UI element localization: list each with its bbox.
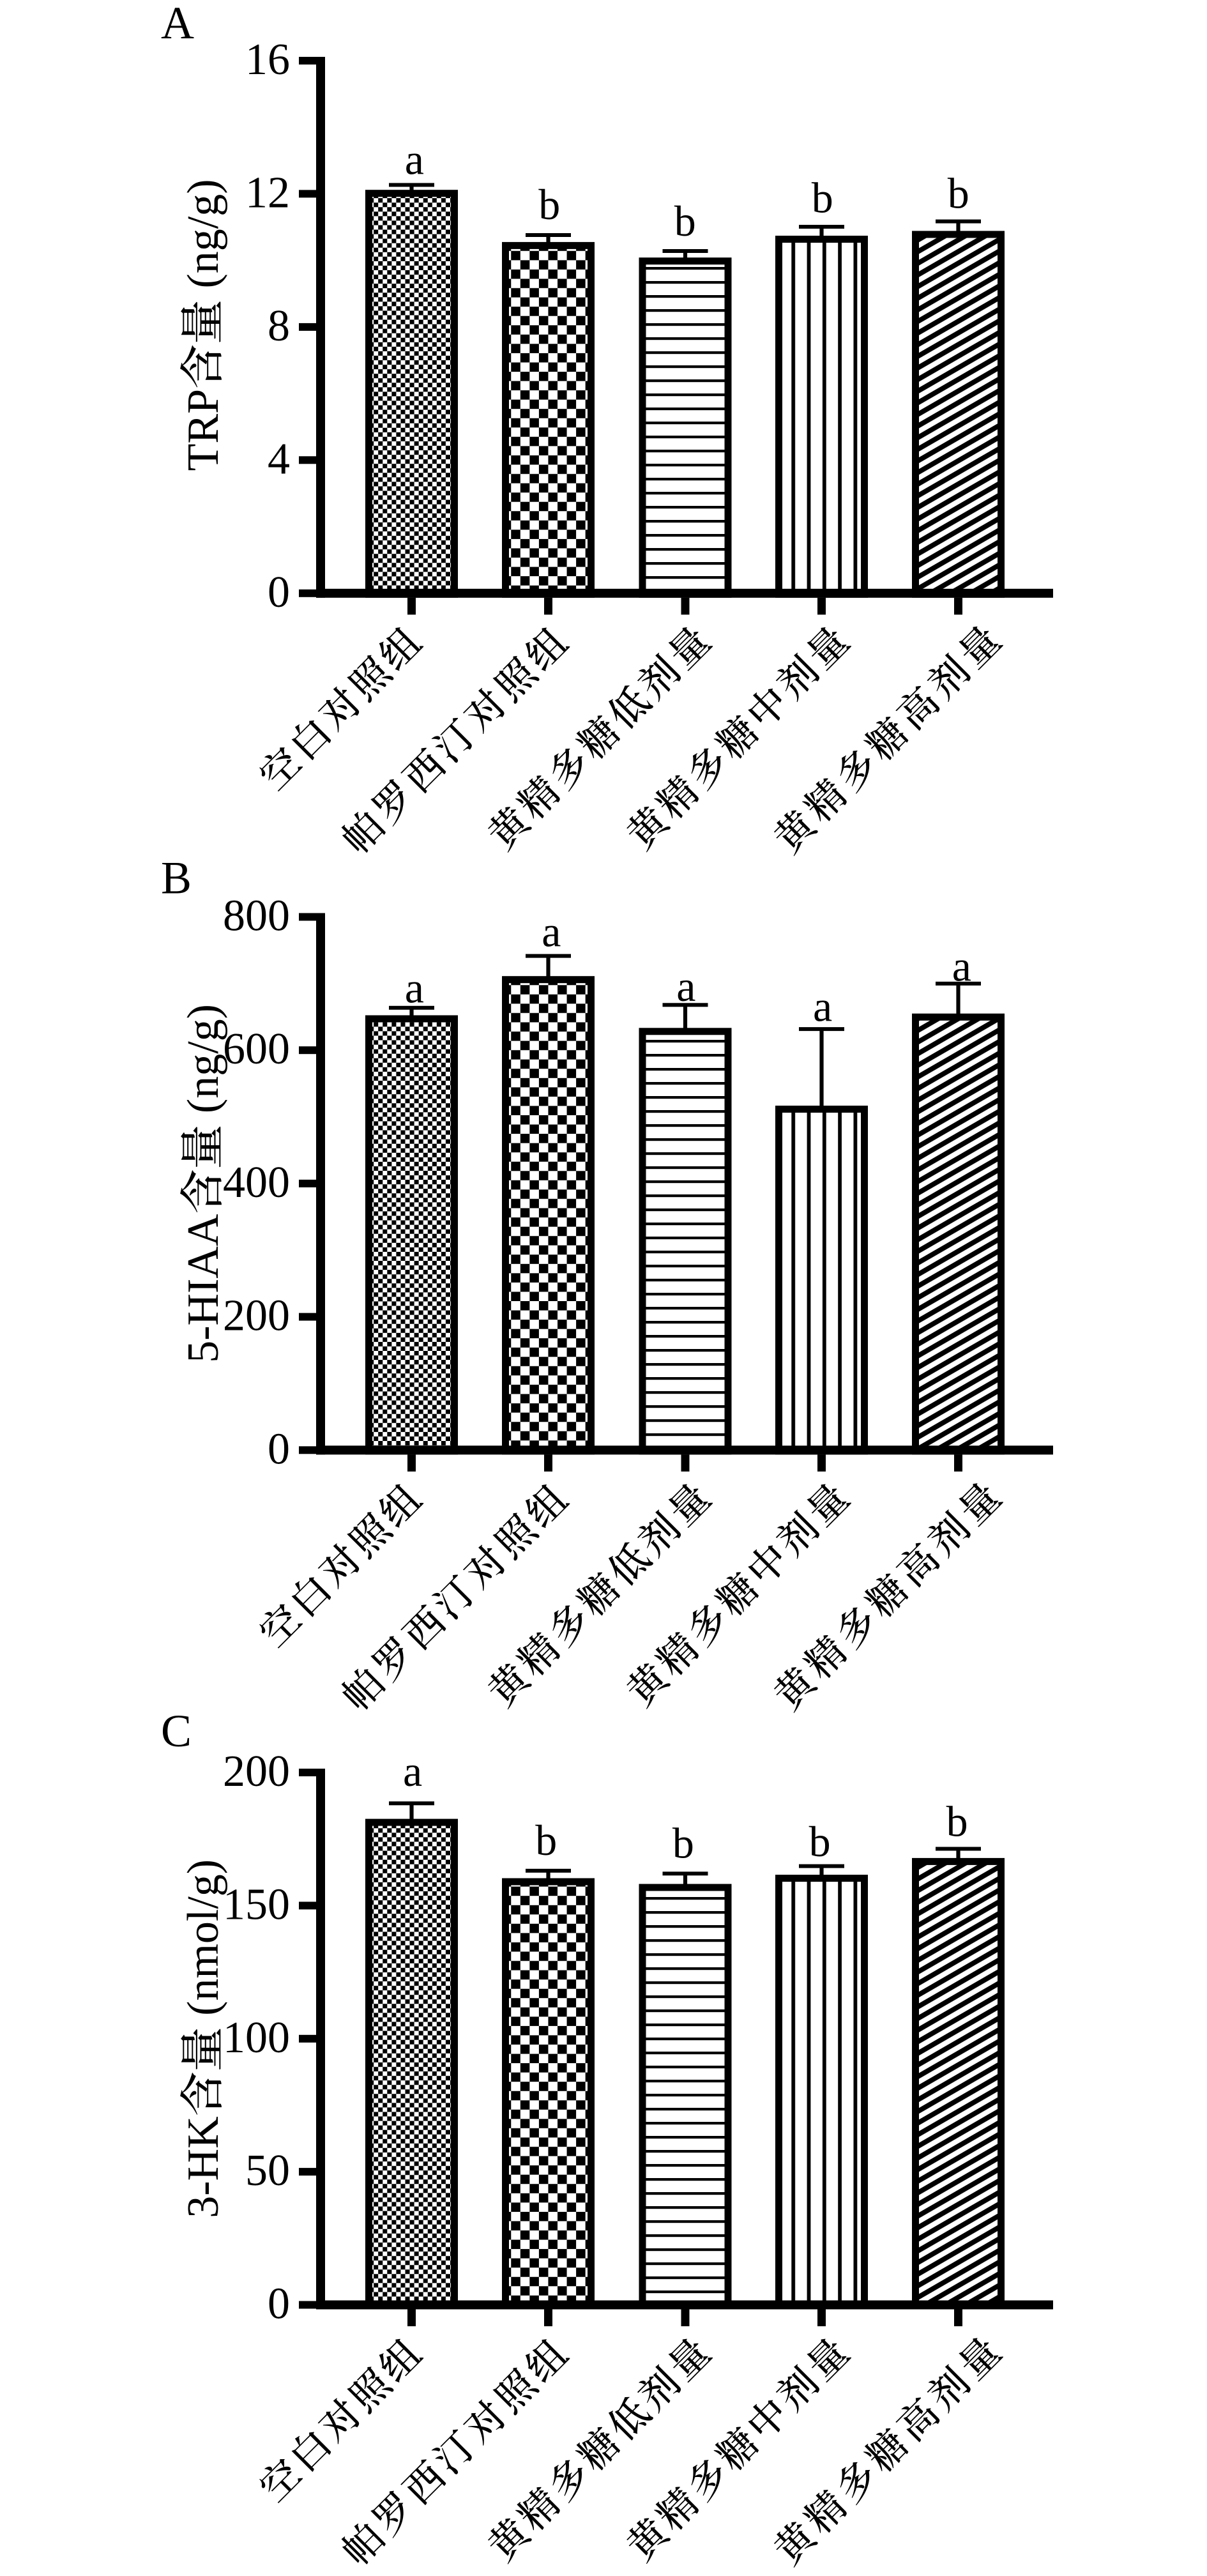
svg-text:b: b xyxy=(538,180,560,229)
svg-text:(nmol/g): (nmol/g) xyxy=(179,1859,228,2027)
svg-text:0: 0 xyxy=(268,2280,290,2329)
svg-text:a: a xyxy=(405,135,424,184)
svg-text:(ng/g): (ng/g) xyxy=(179,179,228,300)
svg-text:a: a xyxy=(405,964,424,1012)
svg-text:600: 600 xyxy=(223,1025,290,1074)
svg-text:12: 12 xyxy=(245,168,290,217)
svg-text:b: b xyxy=(946,1797,968,1846)
svg-text:TRP: TRP xyxy=(179,389,228,471)
svg-text:200: 200 xyxy=(223,1292,290,1341)
svg-text:a: a xyxy=(542,907,561,956)
svg-text:3-HK: 3-HK xyxy=(179,2116,228,2218)
svg-text:150: 150 xyxy=(223,1880,290,1929)
svg-text:0: 0 xyxy=(268,568,290,617)
svg-text:50: 50 xyxy=(245,2146,290,2195)
svg-text:200: 200 xyxy=(223,1747,290,1796)
svg-text:800: 800 xyxy=(223,892,290,941)
svg-text:C: C xyxy=(161,1705,192,1757)
svg-text:400: 400 xyxy=(223,1158,290,1207)
svg-text:a: a xyxy=(403,1747,422,1795)
svg-text:a: a xyxy=(952,942,971,991)
svg-text:b: b xyxy=(674,197,696,245)
svg-text:B: B xyxy=(161,853,192,904)
svg-text:A: A xyxy=(161,0,194,49)
svg-text:b: b xyxy=(948,169,969,217)
svg-text:100: 100 xyxy=(223,2013,290,2062)
svg-text:0: 0 xyxy=(268,1424,290,1474)
svg-text:8: 8 xyxy=(268,301,290,351)
svg-text:a: a xyxy=(676,962,695,1010)
svg-text:4: 4 xyxy=(268,434,290,484)
svg-text:b: b xyxy=(672,1819,694,1868)
svg-text:5-HIAA: 5-HIAA xyxy=(179,1214,228,1363)
svg-text:16: 16 xyxy=(245,35,290,84)
svg-text:b: b xyxy=(535,1816,557,1864)
svg-text:(ng/g): (ng/g) xyxy=(179,1004,228,1125)
svg-text:a: a xyxy=(813,982,832,1031)
svg-text:b: b xyxy=(812,174,833,222)
svg-text:b: b xyxy=(809,1817,831,1866)
